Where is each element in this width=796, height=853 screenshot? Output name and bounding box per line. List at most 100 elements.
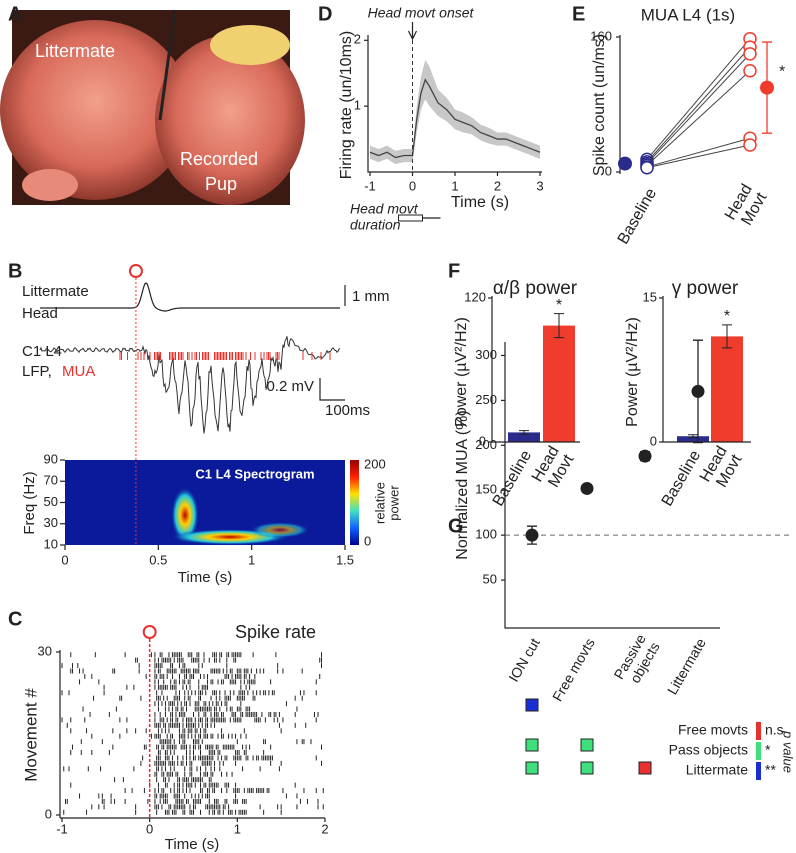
significance-cell: [525, 738, 539, 752]
pair-point: [743, 138, 757, 152]
photo-label: Littermate: [35, 41, 115, 61]
pair-point: [640, 161, 654, 175]
x-tick-label: 3: [536, 178, 543, 193]
x-tick-label: Free movts: [549, 635, 598, 704]
y-tick-label: 70: [44, 473, 58, 488]
mean-point: [760, 80, 774, 95]
bar: [508, 432, 540, 442]
annotation: Head movt onset: [368, 5, 475, 21]
onset-arrow: [407, 22, 418, 41]
x-tick-label: 1.5: [336, 552, 354, 567]
error-bar: [688, 434, 698, 439]
y-tick-label: 250: [475, 392, 497, 407]
chart-title: α/β power: [493, 278, 578, 299]
colorbar: [350, 460, 359, 545]
axes: [504, 342, 720, 629]
x-tick-label: 2: [494, 178, 501, 193]
bar: [711, 336, 743, 442]
significance-cell: [525, 761, 539, 775]
annotation: duration: [350, 217, 401, 233]
pair-point: [743, 64, 757, 78]
significance-cell: [580, 761, 594, 775]
panel-label: C: [8, 608, 22, 630]
y-tick-label: 50: [483, 572, 497, 587]
y-tick-label: 1: [354, 98, 361, 113]
x-axis-label: Time (s): [165, 836, 219, 853]
y-tick-label: 15: [643, 289, 657, 304]
legend-label: Pass objects: [669, 742, 748, 758]
panel-label: A: [8, 3, 22, 25]
scale-bar: [319, 378, 345, 401]
y-tick-label: 300: [475, 347, 497, 362]
colorbar-label: power: [386, 485, 401, 521]
annotation: Head movt: [350, 201, 419, 217]
spectrogram-title: C1 L4 Spectrogram: [195, 466, 314, 481]
y-tick-label: 0: [605, 163, 612, 178]
chart-title: MUA L4 (1s): [641, 5, 735, 24]
pair-line: [646, 46, 751, 163]
y-axis-label: Normalized MUA (%): [454, 410, 471, 559]
significance-cell: [638, 761, 652, 775]
y-axis-label: Power (µV²/Hz): [624, 317, 641, 427]
pair-line: [646, 144, 751, 169]
annotation: *: [779, 63, 785, 80]
photo: [0, 9, 305, 205]
significance-cell: [580, 738, 594, 752]
spectrogram-blob: [250, 522, 310, 538]
x-tick-label: Baseline: [659, 448, 704, 510]
x-tick-label: 1: [451, 178, 458, 193]
point: [580, 481, 594, 495]
head-trace: [40, 282, 340, 312]
y-axis-label: Freq (Hz): [21, 471, 38, 534]
onset-marker: [128, 264, 143, 278]
legend-label: **: [765, 762, 776, 778]
trace-label: Head: [22, 305, 58, 322]
point: [638, 449, 652, 463]
pair-line: [646, 53, 751, 164]
x-tick-label: -1: [364, 178, 376, 193]
x-tick-label: 0: [61, 552, 68, 567]
onset-marker: [142, 625, 157, 639]
x-tick-label: -1: [56, 821, 68, 836]
axes: [367, 35, 542, 173]
point: [525, 528, 539, 542]
panel-label: F: [448, 260, 460, 282]
panel-label: G: [448, 515, 464, 537]
legend-label: *: [765, 742, 771, 758]
photo-label: Pup: [205, 174, 237, 194]
y-tick-label: 90: [44, 451, 58, 466]
significance-cell: [525, 698, 539, 712]
y-tick-label: 0: [650, 433, 657, 448]
legend-label: Littermate: [686, 762, 748, 778]
chart-title: γ power: [672, 278, 739, 299]
y-tick-label: 30: [38, 643, 52, 658]
y-tick-label: 30: [44, 515, 58, 530]
pair-line: [646, 70, 751, 166]
y-tick-label: 160: [590, 28, 612, 43]
x-tick-label: ION cut: [505, 635, 543, 684]
error-band: [370, 60, 540, 165]
x-tick-label: Baseline: [490, 448, 535, 510]
colorbar-tick-label: 200: [364, 456, 386, 471]
photo-label: Recorded: [180, 149, 258, 169]
y-tick-label: 150: [475, 482, 497, 497]
y-tick-label: 100: [475, 527, 497, 542]
pair-point: [743, 47, 757, 61]
panel-label: B: [8, 260, 22, 282]
legend-swatch: [756, 722, 761, 740]
x-axis-label: Time (s): [451, 194, 509, 211]
x-tick-label: 1: [234, 821, 241, 836]
annotation: *: [556, 297, 562, 314]
x-tick-label: 1: [248, 552, 255, 567]
y-tick-label: 10: [44, 536, 58, 551]
scale-label: 100ms: [325, 402, 370, 419]
scale-label: 1 mm: [352, 288, 390, 305]
legend-label: Free movts: [678, 722, 748, 738]
x-tick-label: 0: [409, 178, 416, 193]
error-bar: [554, 313, 564, 339]
legend-label: n.s: [765, 722, 784, 738]
x-axis-label: Time (s): [178, 569, 232, 586]
panel-label: E: [572, 3, 585, 25]
trace-label: LFP,: [22, 363, 52, 380]
chart-title: Spike rate: [235, 622, 316, 642]
